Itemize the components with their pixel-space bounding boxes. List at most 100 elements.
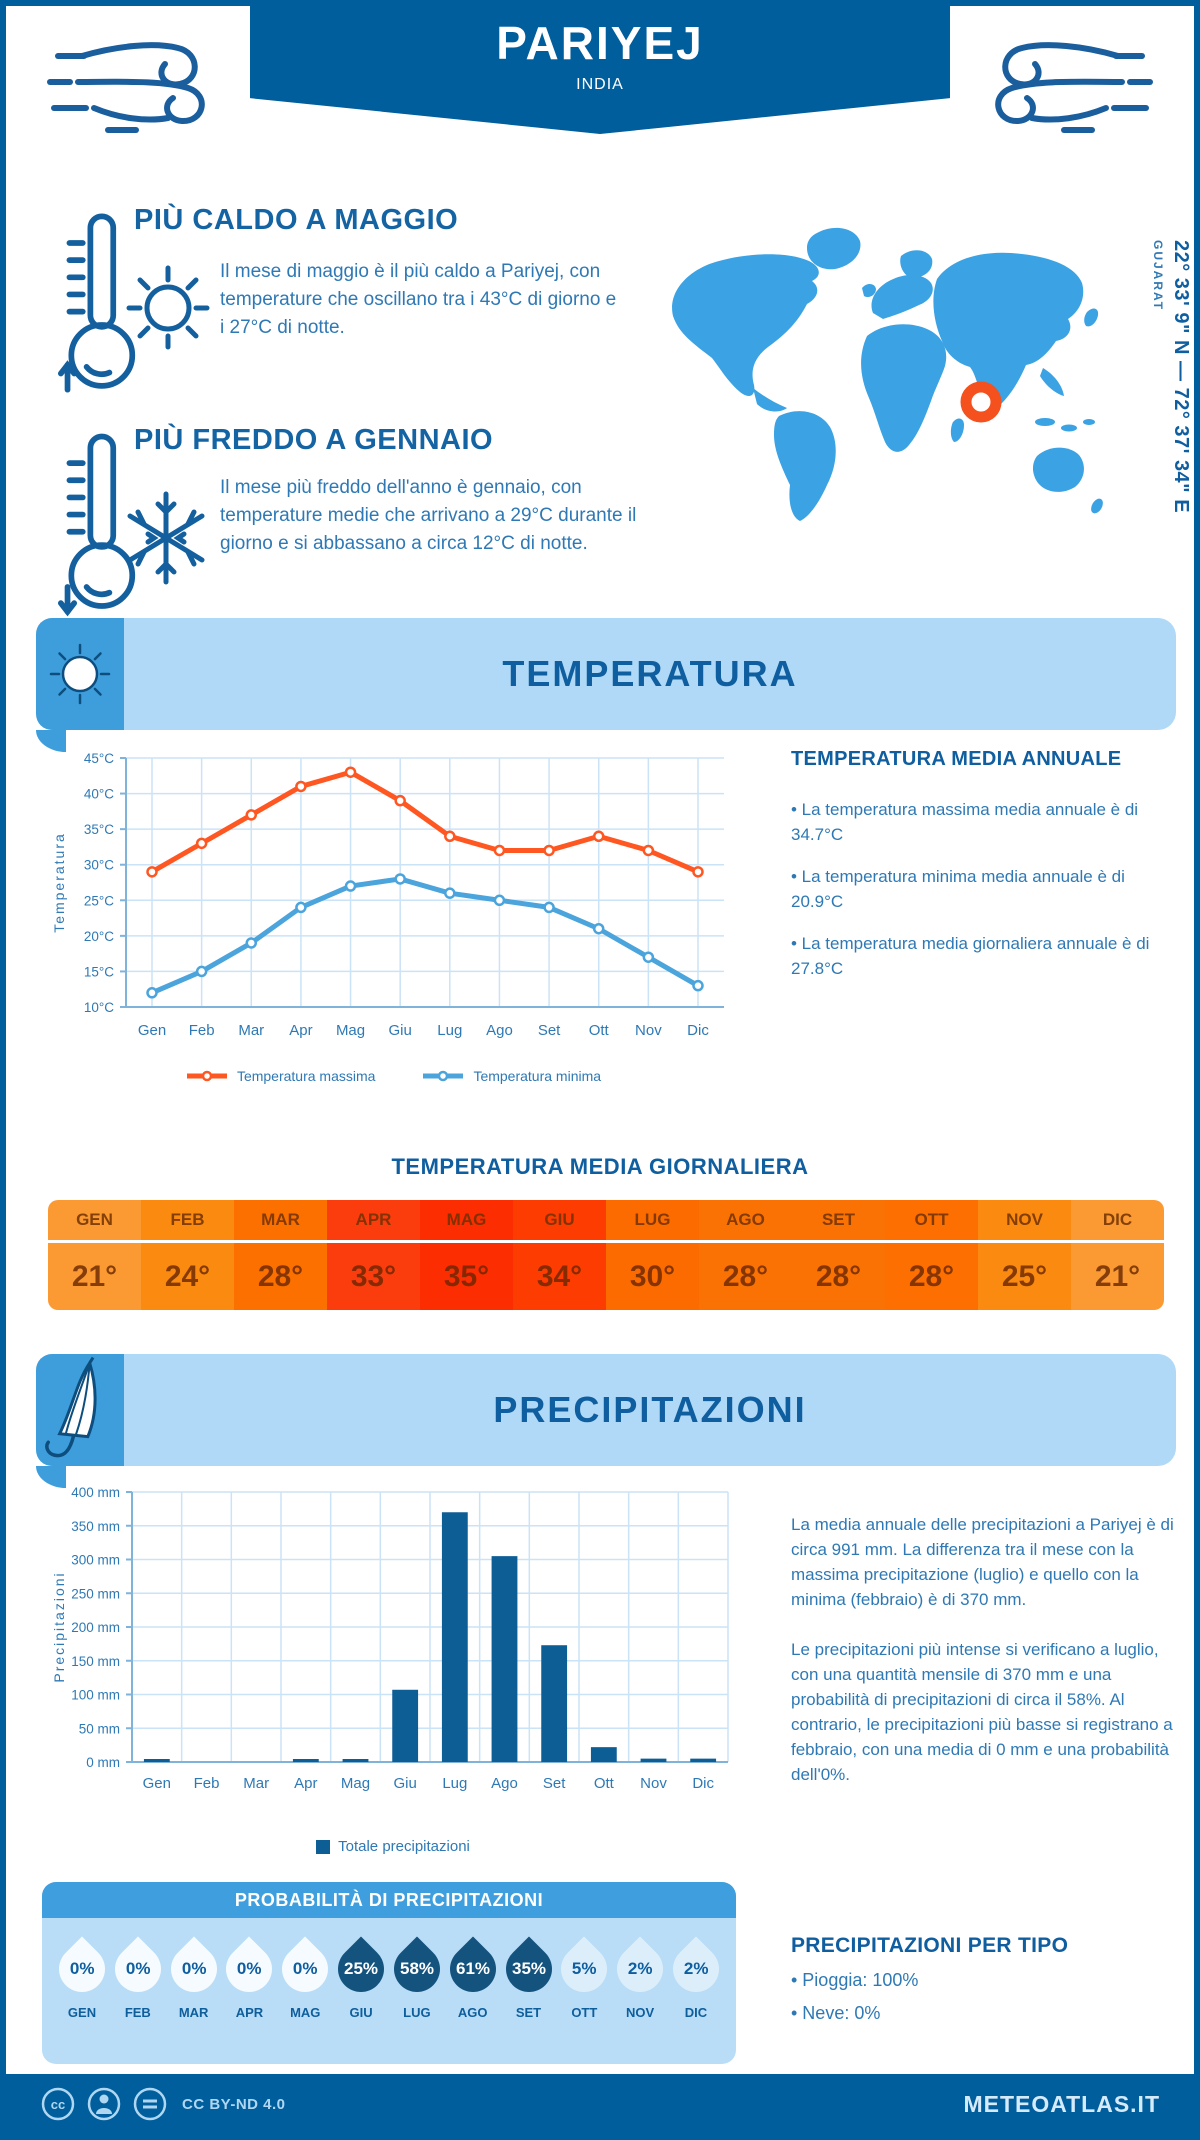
bar [342, 1759, 369, 1762]
legend-marker [186, 1070, 227, 1082]
bar [392, 1689, 419, 1762]
region-label: GUJARAT [1151, 240, 1165, 312]
probability-month: 25% GIU [328, 1936, 394, 2020]
month-label: GEN [48, 1200, 141, 1243]
precipitation-banner-tab [36, 1354, 124, 1488]
probability-value: 35% [511, 1959, 546, 1978]
y-tick-label: 30°C [84, 858, 114, 873]
x-tick-label: Lug [442, 1775, 467, 1792]
x-tick-label: Ott [589, 1022, 610, 1039]
month-label: APR [235, 2005, 264, 2020]
location-marker-center [971, 392, 991, 412]
probability-value: 2% [683, 1958, 709, 1978]
probability-value: 58% [399, 1959, 434, 1978]
thermometer-down-icon [58, 433, 136, 617]
month-mean-temperature: 21° [1094, 1259, 1141, 1293]
legend-item: Temperatura massima [185, 1068, 375, 1084]
month-label: APR [327, 1200, 420, 1243]
month-mean-temperature: 24° [164, 1259, 211, 1293]
sun-icon [126, 265, 210, 350]
y-tick-label: 350 mm [71, 1519, 120, 1534]
month-label: GIU [513, 1200, 606, 1243]
precipitation-bar-chart: 0 mm 50 mm 100 mm 150 mm 200 mm 250 mm 300 mm 3… [51, 1485, 729, 1792]
bar [292, 1759, 319, 1762]
y-tick-label: 400 mm [71, 1485, 120, 1500]
data-point [592, 922, 605, 935]
coordinates-block: 22° 33' 9" N — 72° 37' 34" E GUJARAT [1151, 240, 1192, 513]
probability-value: 0% [237, 1958, 262, 1978]
month-label: FEB [124, 2005, 151, 2020]
data-point [344, 880, 357, 892]
month-label: MAR [178, 2005, 209, 2020]
bar [690, 1758, 717, 1762]
month-mean-temperature: 30° [629, 1259, 676, 1293]
month-label: DIC [684, 2005, 708, 2020]
data-point [394, 873, 406, 885]
precipitation-by-type-title: PRECIPITAZIONI PER TIPO [791, 1934, 1069, 1957]
hot-month-text: Il mese di maggio è il più caldo a Pariy… [220, 261, 617, 338]
precipitation-probability-panel: PROBABILITÀ DI PRECIPITAZIONI 0% GEN 0% FEB… [42, 1882, 736, 2064]
x-tick-label: Ott [594, 1775, 615, 1792]
precipitation-chart-legend: Totale precipitazioni [48, 1838, 738, 1855]
bar [590, 1747, 617, 1762]
x-tick-label: Dic [692, 1775, 714, 1792]
x-tick-label: Set [538, 1022, 561, 1039]
y-tick-label: 20°C [84, 929, 114, 944]
probability-month: 2% NOV [607, 1936, 673, 2020]
wind-icon [47, 42, 205, 133]
probability-month: 0% MAG [272, 1936, 338, 2020]
snowflake-icon [127, 491, 205, 585]
month-label: MAR [234, 1200, 327, 1243]
footer: cc CC BY-ND 4.0 METEOATLAS.IT [6, 2074, 1194, 2134]
x-tick-label: Apr [289, 1022, 312, 1039]
month-mean-temperature: 35° [443, 1259, 490, 1293]
month-label: MAG [290, 2005, 321, 2020]
x-tick-label: Nov [640, 1775, 667, 1792]
cold-month-title: PIÙ FREDDO A GENNAIO [134, 424, 494, 456]
month-mean-temperature: 28° [257, 1259, 304, 1293]
data-point [195, 965, 208, 978]
month-label: MAG [420, 1200, 513, 1243]
cc-nd-equals-icon [133, 2087, 167, 2121]
month-mean-temperature: 28° [722, 1259, 769, 1293]
data-point [444, 887, 456, 899]
x-tick-label: Gen [138, 1022, 166, 1039]
precipitation-type-bullet: • Pioggia: 100% [791, 1970, 919, 1990]
month-label: DIC [1071, 1200, 1164, 1243]
data-point [543, 901, 555, 914]
probability-month: 58% LUG [384, 1936, 450, 2020]
precipitation-banner-body: PRECIPITAZIONI [124, 1354, 1176, 1466]
month-label: SET [515, 2005, 542, 2020]
precipitation-section-title: PRECIPITAZIONI [493, 1389, 807, 1430]
annual-summary: TEMPERATURA MEDIA ANNUALE • La temperatu… [791, 748, 1173, 998]
y-tick-label: 15°C [84, 964, 114, 979]
x-tick-label: Ago [491, 1775, 518, 1792]
probability-value: 0% [125, 1958, 151, 1978]
data-point [394, 794, 406, 807]
month-mean-temperature: 21° [71, 1259, 118, 1293]
probability-month: 0% FEB [105, 1936, 171, 2020]
annual-summary-bullet: • La temperatura minima media annuale è … [791, 867, 1125, 911]
location-marker [960, 381, 1002, 423]
data-point [642, 844, 655, 857]
daily-table-column: AGO 28° [699, 1200, 792, 1310]
precipitation-paragraph: Le precipitazioni più intense si verific… [791, 1640, 1173, 1784]
month-label: AGO [699, 1200, 792, 1243]
header-banner: PARIYEJ INDIA [250, 6, 950, 134]
month-label: GIU [349, 2005, 373, 2020]
probability-month: 35% SET [495, 1936, 562, 2020]
raindrop-icon: 0% [216, 1936, 282, 2002]
y-tick-label: 200 mm [71, 1620, 120, 1635]
y-tick-label: 50 mm [79, 1721, 120, 1736]
y-tick-label: 100 mm [71, 1688, 120, 1703]
daily-table-column: MAR 28° [234, 1200, 327, 1310]
y-axis-label: Temperatura [51, 832, 67, 933]
y-tick-label: 10°C [84, 1000, 114, 1015]
data-point [245, 937, 258, 949]
temperature-banner-body: TEMPERATURA [124, 618, 1176, 730]
legend-label: Totale precipitazioni [338, 1838, 470, 1855]
raindrop-icon: 58% [384, 1936, 450, 2002]
month-label: AGO [457, 2005, 488, 2020]
probability-value: 0% [292, 1958, 318, 1978]
